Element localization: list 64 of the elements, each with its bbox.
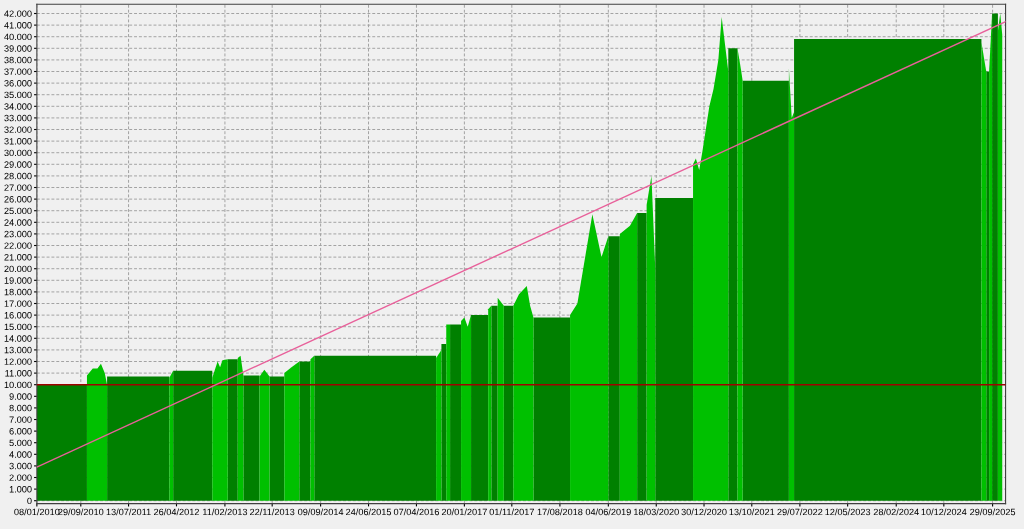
y-tick-label: 4.000 bbox=[9, 451, 32, 458]
y-tick-label: 28.000 bbox=[4, 172, 32, 180]
y-tick-label: 18.000 bbox=[4, 288, 32, 296]
x-tick-label: 29/09/2025 bbox=[970, 508, 1016, 516]
x-tick-label: 20/01/2017 bbox=[441, 508, 487, 516]
y-tick-label: 9.000 bbox=[9, 393, 32, 400]
x-tick-label: 18/03/2020 bbox=[634, 508, 679, 516]
y-tick-label: 29.000 bbox=[4, 161, 32, 168]
y-tick-label: 38.000 bbox=[4, 56, 32, 64]
y-tick-label: 14.000 bbox=[4, 335, 32, 342]
y-tick-label: 33.000 bbox=[4, 114, 32, 122]
x-tick-label: 07/04/2016 bbox=[393, 508, 439, 516]
y-tick-label: 0 bbox=[27, 497, 32, 505]
x-tick-label: 11/02/2013 bbox=[203, 508, 248, 516]
y-tick-label: 34.000 bbox=[4, 103, 32, 110]
y-tick-label: 23.000 bbox=[4, 230, 32, 238]
x-tick-label: 13/10/2021 bbox=[729, 508, 775, 516]
y-tick-label: 36.000 bbox=[4, 80, 32, 87]
x-tick-label: 28/02/2024 bbox=[873, 508, 919, 516]
x-tick-label: 29/09/2010 bbox=[58, 508, 104, 516]
y-tick-label: 13.000 bbox=[4, 346, 32, 354]
y-tick-label: 30.000 bbox=[4, 149, 32, 157]
y-tick-label: 40.000 bbox=[4, 33, 32, 41]
x-tick-label: 17/08/2018 bbox=[537, 508, 583, 516]
y-tick-label: 7.000 bbox=[9, 416, 32, 423]
y-tick-label: 20.000 bbox=[4, 265, 32, 273]
y-tick-label: 22.000 bbox=[4, 242, 32, 249]
y-tick-label: 3.000 bbox=[9, 462, 32, 470]
y-tick-label: 25.000 bbox=[4, 207, 32, 215]
y-tick-label: 32.000 bbox=[4, 126, 32, 133]
x-tick-label: 12/05/2023 bbox=[825, 508, 871, 516]
x-tick-label: 29/07/2022 bbox=[777, 508, 823, 516]
y-tick-label: 42.000 bbox=[4, 10, 32, 17]
x-tick-label: 08/01/2010 bbox=[14, 508, 60, 516]
y-tick-label: 35.000 bbox=[4, 91, 32, 99]
y-tick-label: 27.000 bbox=[4, 184, 32, 191]
x-tick-label: 26/04/2012 bbox=[154, 508, 199, 516]
y-tick-label: 6.000 bbox=[9, 428, 32, 435]
y-tick-label: 19.000 bbox=[4, 277, 32, 284]
y-tick-label: 12.000 bbox=[4, 358, 32, 365]
y-tick-label: 11.000 bbox=[5, 370, 32, 377]
y-tick-label: 21.000 bbox=[4, 254, 32, 261]
y-tick-label: 24.000 bbox=[4, 219, 32, 226]
y-tick-label: 5.000 bbox=[9, 439, 32, 447]
y-tick-label: 41.000 bbox=[4, 22, 32, 29]
y-tick-label: 31.000 bbox=[4, 138, 32, 145]
x-tick-label: 22/11/2013 bbox=[250, 508, 295, 516]
x-tick-label: 30/12/2020 bbox=[681, 508, 727, 516]
y-tick-label: 16.000 bbox=[4, 312, 32, 319]
y-tick-label: 37.000 bbox=[4, 68, 32, 75]
x-tick-label: 04/06/2019 bbox=[585, 508, 631, 516]
x-tick-label: 13/07/2011 bbox=[106, 508, 151, 516]
y-tick-label: 1.000 bbox=[9, 486, 32, 493]
x-tick-label: 09/09/2014 bbox=[298, 508, 344, 516]
y-tick-label: 39.000 bbox=[4, 45, 32, 52]
y-tick-label: 10.000 bbox=[4, 381, 32, 389]
y-tick-label: 26.000 bbox=[4, 196, 32, 203]
x-tick-label: 10/12/2024 bbox=[921, 508, 967, 516]
y-tick-label: 15.000 bbox=[4, 323, 32, 331]
y-tick-label: 2.000 bbox=[9, 474, 32, 481]
x-tick-label: 01/11/2017 bbox=[489, 508, 534, 516]
x-tick-label: 24/06/2015 bbox=[346, 508, 392, 516]
y-tick-label: 17.000 bbox=[4, 300, 32, 307]
y-tick-label: 8.000 bbox=[9, 404, 32, 412]
